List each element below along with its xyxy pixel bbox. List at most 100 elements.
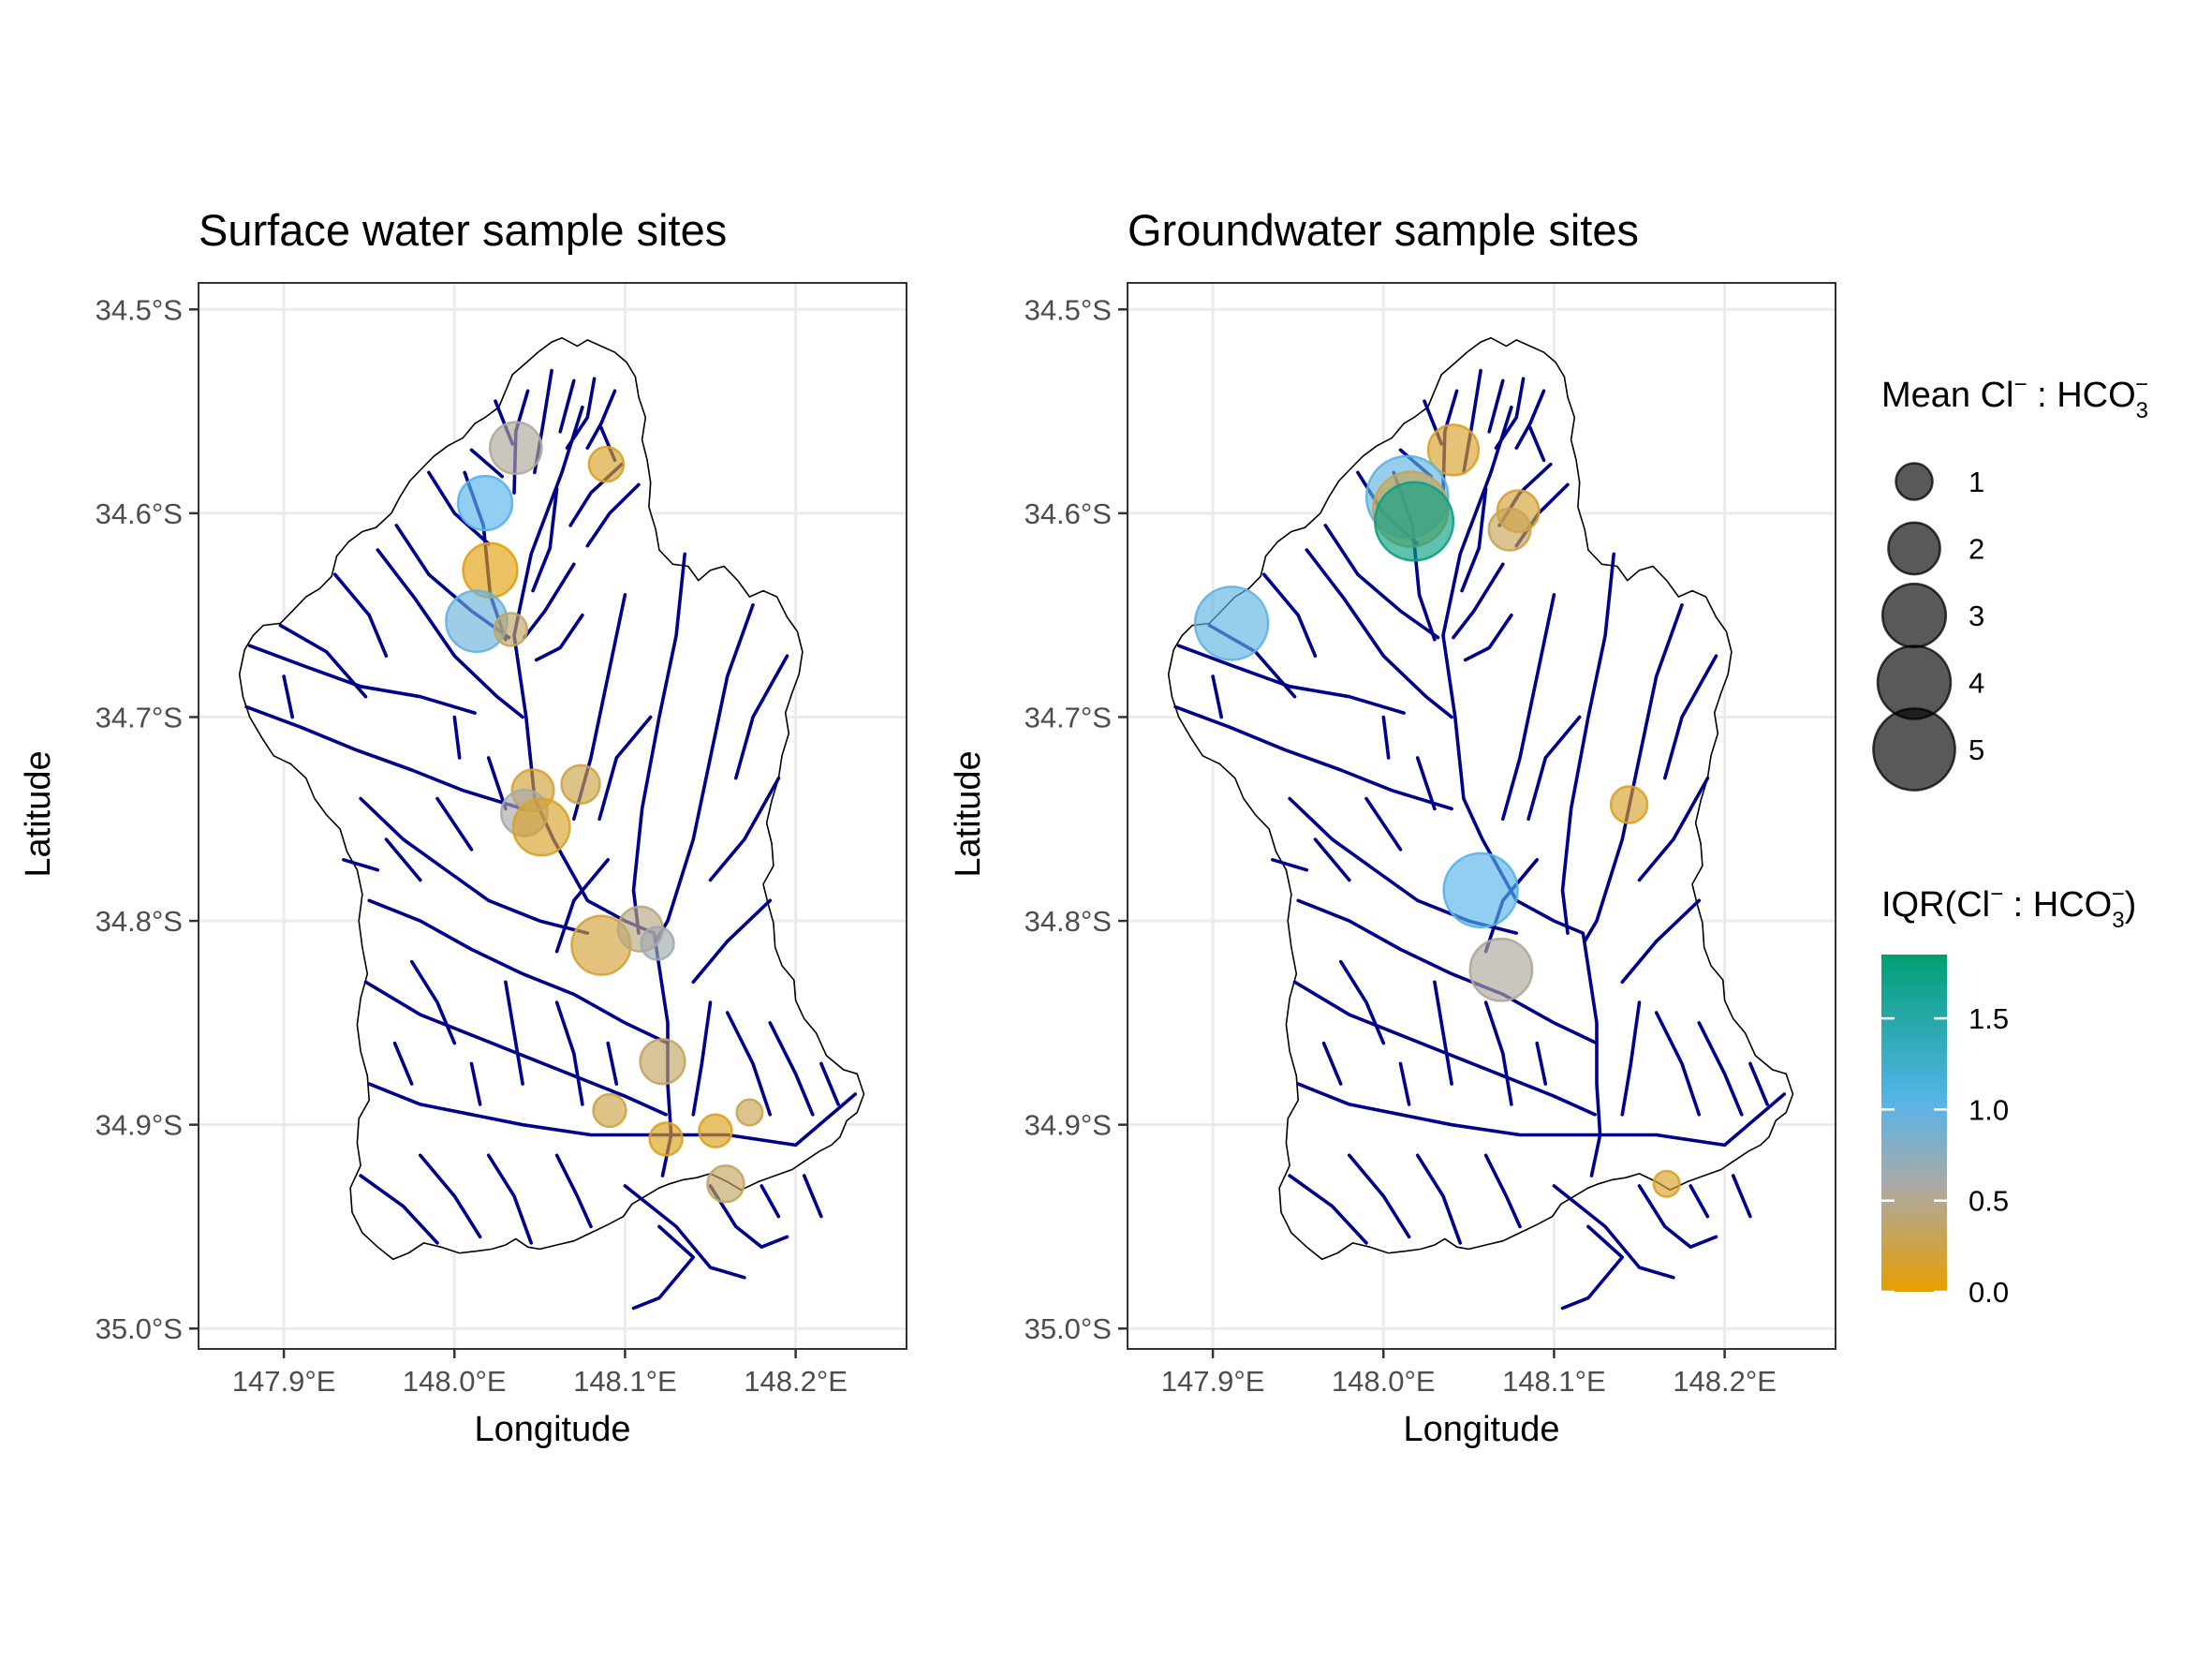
stream-line bbox=[435, 796, 474, 852]
size-key-label: 3 bbox=[1969, 600, 1984, 632]
x-tick-label: 148.0°E bbox=[1332, 1365, 1436, 1398]
size-key-symbol bbox=[1895, 462, 1934, 501]
sample-site-point bbox=[735, 1098, 764, 1127]
stream-line bbox=[554, 1153, 593, 1229]
x-axis-title: Longitude bbox=[1404, 1410, 1560, 1449]
y-tick-label: 34.9°S bbox=[1025, 1109, 1112, 1142]
sample-site-point bbox=[1426, 423, 1481, 477]
panel-border bbox=[198, 282, 907, 1350]
colorbar bbox=[1881, 955, 1947, 1292]
sample-site-point bbox=[1442, 852, 1519, 929]
catchment-outline bbox=[1167, 336, 1794, 1261]
sample-site-point bbox=[560, 763, 601, 805]
stream-line bbox=[1415, 756, 1437, 811]
size-legend-keys: 1 2 3 4 5 bbox=[1872, 462, 1984, 792]
stream-line bbox=[1211, 674, 1223, 719]
sample-sites bbox=[1193, 423, 1681, 1198]
x-tick-label: 148.1°E bbox=[573, 1365, 677, 1398]
stream-line bbox=[531, 486, 559, 593]
stream-line bbox=[597, 715, 653, 822]
stream-line bbox=[819, 1061, 840, 1106]
stream-line bbox=[768, 1021, 815, 1117]
y-tick-label: 34.9°S bbox=[96, 1109, 183, 1142]
stream-line bbox=[332, 572, 389, 659]
sample-site-point bbox=[640, 926, 675, 961]
color-legend-title: IQR(Cl− : HCO3−) bbox=[1881, 881, 2136, 933]
stream-line bbox=[1560, 1224, 1625, 1311]
colorbar-tick-label: 1.0 bbox=[1969, 1093, 2009, 1126]
sample-site-point bbox=[1652, 1169, 1681, 1198]
stream-line bbox=[486, 1153, 534, 1245]
sample-site-point bbox=[1373, 481, 1455, 562]
stream-line bbox=[523, 562, 576, 640]
stream-line bbox=[367, 1082, 858, 1148]
stream-line bbox=[1433, 980, 1453, 1086]
stream-line bbox=[367, 898, 670, 1045]
stream-line bbox=[1173, 704, 1453, 811]
stream-line bbox=[1697, 1021, 1744, 1117]
stream-line bbox=[708, 1184, 789, 1249]
x-tick-label: 148.2°E bbox=[1673, 1365, 1777, 1398]
stream-line bbox=[1381, 715, 1391, 760]
stream-line bbox=[409, 959, 457, 1045]
stream-line bbox=[1526, 715, 1582, 822]
stream-line bbox=[654, 602, 755, 943]
size-key-symbol bbox=[1887, 521, 1941, 576]
stream-line bbox=[1288, 1174, 1368, 1245]
colorbar-ticks: 0.0 0.5 1.0 1.5 bbox=[1881, 1002, 2009, 1309]
sample-sites bbox=[445, 421, 764, 1204]
stream-line bbox=[733, 654, 789, 780]
stream-line bbox=[708, 776, 781, 882]
stream-line bbox=[1321, 1041, 1343, 1086]
x-tick-label: 147.9°E bbox=[1161, 1365, 1265, 1398]
sample-site-point bbox=[587, 445, 626, 483]
stream-line bbox=[1528, 425, 1546, 463]
y-tick-label: 34.5°S bbox=[96, 293, 183, 326]
x-tick-label: 148.0°E bbox=[403, 1365, 507, 1398]
stream-line bbox=[1364, 796, 1403, 852]
panel-title: Groundwater sample sites bbox=[1128, 205, 1639, 255]
stream-line bbox=[376, 548, 524, 719]
x-axis-ticks: 147.9°E 148.0°E 148.1°E 148.2°E bbox=[1161, 1349, 1777, 1398]
stream-line bbox=[623, 1184, 746, 1280]
size-key-symbol bbox=[1880, 582, 1948, 649]
size-key-label: 5 bbox=[1969, 733, 1984, 766]
stream-line bbox=[1483, 1000, 1513, 1106]
stream-line bbox=[558, 378, 576, 434]
y-tick-label: 35.0°S bbox=[96, 1312, 183, 1345]
stream-line bbox=[691, 1000, 713, 1117]
stream-line bbox=[725, 1011, 773, 1117]
stream-line bbox=[1463, 613, 1513, 662]
stream-line bbox=[1296, 1082, 1787, 1148]
stream-line bbox=[585, 389, 617, 451]
stream-line bbox=[341, 857, 380, 872]
panel-title: Surface water sample sites bbox=[199, 205, 727, 255]
stream-line bbox=[247, 644, 477, 715]
sample-site-point bbox=[1468, 937, 1534, 1002]
y-tick-label: 34.6°S bbox=[1025, 497, 1112, 530]
stream-line bbox=[363, 980, 668, 1117]
y-tick-label: 34.5°S bbox=[1025, 293, 1112, 326]
x-tick-label: 148.1°E bbox=[1502, 1365, 1606, 1398]
x-tick-label: 147.9°E bbox=[232, 1365, 336, 1398]
x-axis-ticks: 147.9°E 148.0°E 148.1°E 148.2°E bbox=[232, 1349, 848, 1398]
y-axis-ticks: 34.5°S 34.6°S 34.7°S 34.8°S 34.9°S 35.0°S bbox=[96, 293, 199, 1345]
stream-line bbox=[585, 482, 641, 548]
stream-line bbox=[1460, 486, 1488, 593]
y-tick-label: 35.0°S bbox=[1025, 1312, 1112, 1345]
panel-groundwater: Groundwater sample sites Latitude Longit… bbox=[949, 205, 1836, 1449]
size-key-label: 2 bbox=[1969, 533, 1984, 566]
stream-line bbox=[1654, 1011, 1702, 1117]
stream-line bbox=[1398, 1061, 1411, 1106]
panel-surface-water: Surface water sample sites Latitude Long… bbox=[19, 205, 907, 1449]
y-tick-label: 34.7°S bbox=[1025, 701, 1112, 733]
stream-line bbox=[565, 377, 597, 451]
stream-line bbox=[691, 898, 773, 985]
y-tick-label: 34.6°S bbox=[96, 497, 183, 530]
stream-line bbox=[1494, 377, 1526, 451]
y-tick-label: 34.7°S bbox=[96, 701, 183, 733]
catchment-boundary bbox=[1167, 336, 1794, 1261]
stream-line bbox=[392, 1041, 414, 1086]
